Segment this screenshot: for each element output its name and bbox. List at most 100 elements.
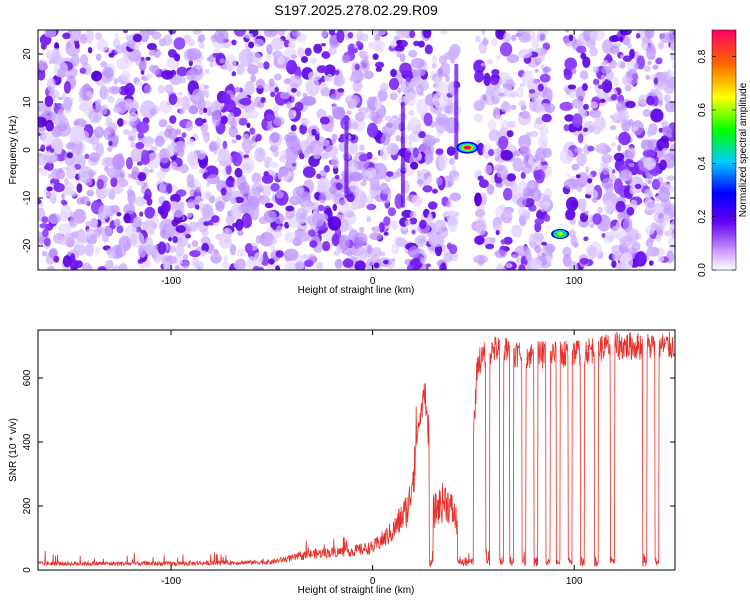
spectrogram-cell <box>449 44 461 57</box>
spectrogram-cell <box>594 143 606 153</box>
spectrogram-cell <box>399 53 406 63</box>
spectrogram-cell <box>354 260 366 270</box>
spectrogram-cell <box>487 119 497 131</box>
spectrogram-cell <box>117 118 124 127</box>
spectrogram-cell <box>353 43 357 49</box>
spectrogram-cell <box>255 234 261 244</box>
spectrogram-cell <box>128 136 134 141</box>
spectrogram-cell <box>266 261 277 270</box>
spectrogram-cell <box>49 89 60 99</box>
spectrogram-cell <box>211 53 220 58</box>
spectrogram-cell <box>349 118 355 124</box>
spectrogram-cell <box>659 32 675 44</box>
spectrogram-cell <box>624 84 632 92</box>
spectrogram-cell <box>500 239 506 245</box>
spectrogram-cell <box>103 127 116 141</box>
spectrogram-cell <box>651 178 661 190</box>
spectrogram-cell <box>597 206 603 214</box>
spectrogram-cell <box>359 144 365 151</box>
spectrogram-cell <box>154 135 165 147</box>
spectrogram-cell <box>567 84 577 90</box>
spectrogram-cell <box>582 83 588 91</box>
spectrogram-cell <box>331 133 338 141</box>
spectrogram-cell <box>87 47 93 54</box>
spectrogram-cell <box>246 122 251 128</box>
spectrogram-cell <box>450 57 456 64</box>
spectrogram-cell <box>215 200 225 212</box>
spectrogram-cell <box>241 157 255 174</box>
spectrogram-cell <box>69 259 79 270</box>
colorbar-tick-label: 0.4 <box>697 156 708 170</box>
spectrogram-cell <box>330 156 340 169</box>
snr-x-tick-label: 100 <box>566 576 583 587</box>
spectrogram-cell <box>153 49 161 58</box>
spectrogram-cell <box>657 255 665 262</box>
spectrogram-cell <box>146 197 153 206</box>
spectrogram-cell <box>91 70 102 82</box>
spectrogram-cell <box>114 33 120 40</box>
spectrogram-cell <box>512 157 524 172</box>
spectrogram-cell <box>661 71 670 79</box>
spectrogram-cell <box>40 144 46 152</box>
spectrogram-cell <box>355 246 368 263</box>
spectrogram-cell <box>602 167 610 175</box>
spectrogram-cell <box>194 117 204 127</box>
spectrogram-cell <box>118 263 128 270</box>
spectrogram-cell <box>263 83 270 93</box>
spectrogram-cell <box>108 140 113 147</box>
spectrogram-cell <box>250 74 256 83</box>
spectrogram-cell <box>123 120 127 125</box>
spectrogram-cell <box>273 73 282 81</box>
spectrogram-cell <box>86 169 97 177</box>
spectrogram-cell <box>366 245 372 255</box>
spectrogram-cell <box>543 214 551 222</box>
spectrogram-cell <box>61 193 65 200</box>
spectrogram-cell <box>161 200 171 214</box>
spectrogram-cell <box>386 119 397 136</box>
spectrogram-cell <box>613 178 624 194</box>
spectrogram-cell <box>416 170 421 177</box>
spectrogram-cell <box>309 140 325 156</box>
spectrogram-cell <box>195 260 204 270</box>
spectrogram-cell <box>535 147 546 162</box>
spectrogram-cell <box>316 65 328 74</box>
spectrogram-cell <box>589 101 599 109</box>
spectrogram-cell <box>45 161 54 171</box>
spectrogram-cell <box>497 159 504 164</box>
spectrogram-cell <box>516 86 524 99</box>
spectrogram-cell <box>564 114 575 122</box>
spectrogram-cell <box>98 204 110 220</box>
spectrogram-cell <box>375 67 382 72</box>
spectrogram-cell <box>653 77 659 85</box>
spectrogram-cell <box>95 53 102 61</box>
spectrogram-cell <box>223 255 229 263</box>
spectrogram-cell <box>503 32 511 43</box>
spectrogram-cell <box>609 114 615 119</box>
spectrogram-cell <box>146 43 157 51</box>
spectrogram-cell <box>290 54 297 59</box>
spectrogram-cell <box>349 181 359 193</box>
spectrogram-cell <box>225 176 236 188</box>
spectrogram-cell <box>410 76 427 88</box>
spectrogram-cell <box>328 30 336 36</box>
spectrogram-cell <box>505 262 513 269</box>
spectrogram-cell <box>204 84 210 90</box>
spectrogram-cell <box>171 185 178 193</box>
spectrogram-cell <box>658 41 665 50</box>
spectrogram-cell <box>132 33 142 43</box>
spectrogram-cell <box>277 30 286 37</box>
spectrogram-cell <box>145 73 153 80</box>
spectrogram-cell <box>427 213 433 222</box>
spectrogram-cell <box>438 55 447 65</box>
spectrogram-cell <box>531 38 540 49</box>
spectrogram-cell <box>45 119 54 132</box>
spectrogram-cell <box>474 235 485 245</box>
spectrogram-cell <box>335 182 343 191</box>
spectrogram-cell <box>128 233 138 246</box>
spectrogram-cell <box>622 55 633 62</box>
spectrogram-cell <box>333 78 339 86</box>
spectrogram-cell <box>332 203 338 212</box>
spectrogram-cell <box>153 256 162 264</box>
spectrogram-cell <box>143 84 152 94</box>
spectrogram-cell <box>186 138 195 147</box>
